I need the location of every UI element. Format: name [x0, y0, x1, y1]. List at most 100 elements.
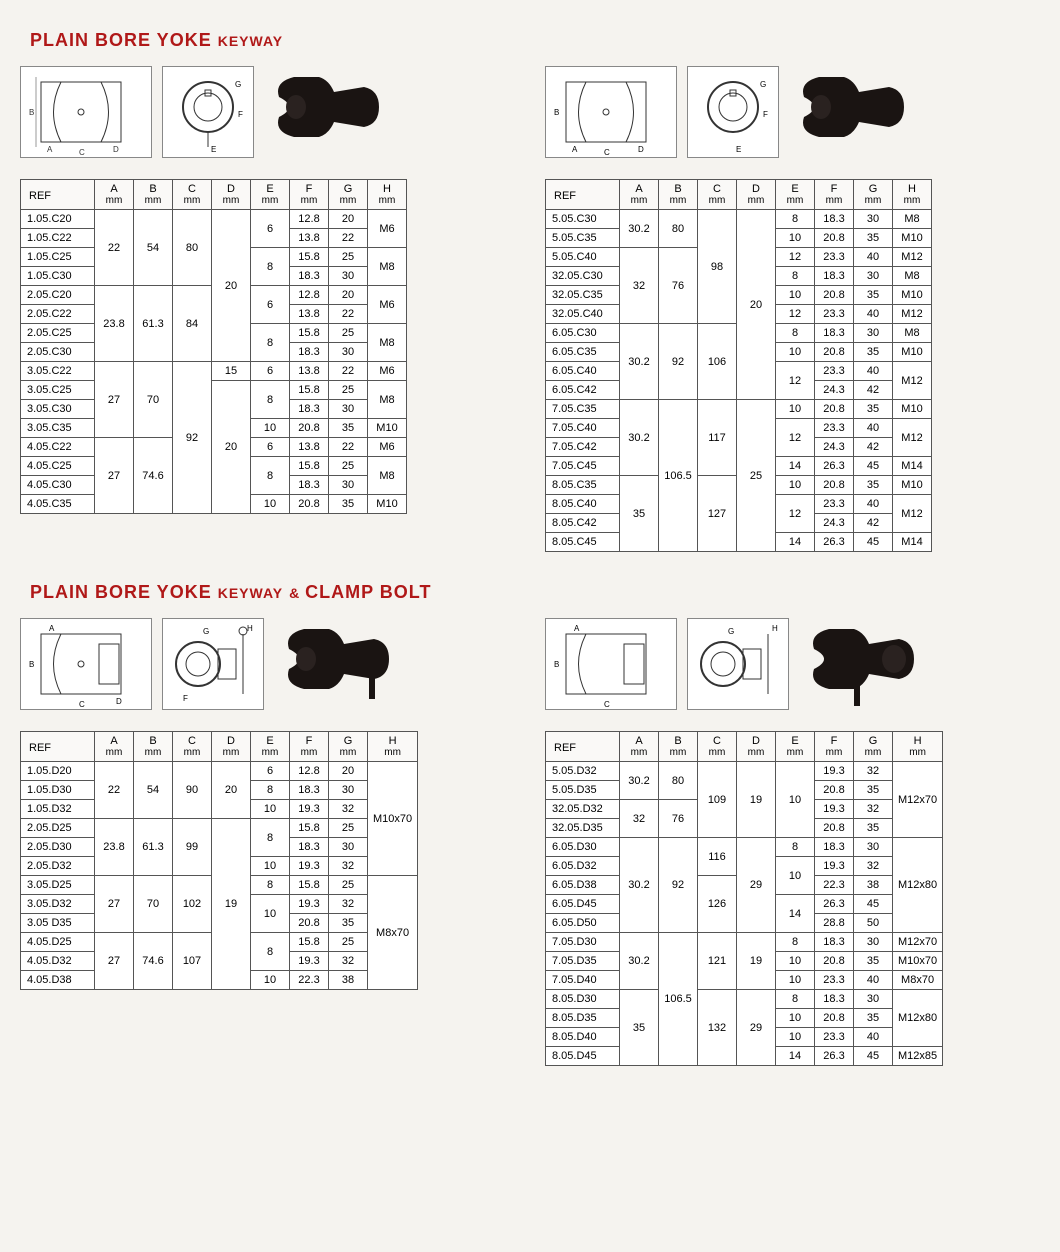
yoke-side-diagram: B A C D	[20, 66, 152, 158]
cell: 8	[251, 381, 290, 419]
cell: M14	[893, 457, 932, 476]
cell: M12x70	[893, 762, 943, 838]
svg-text:D: D	[113, 145, 119, 154]
cell: M10	[368, 495, 407, 514]
cell: 40	[854, 248, 893, 267]
ref-cell: 8.05.C42	[546, 514, 620, 533]
yoke-end-diagram: G F E	[687, 66, 779, 158]
cell: 27	[95, 876, 134, 933]
ref-cell: 1.05.D20	[21, 762, 95, 781]
svg-text:D: D	[116, 697, 122, 706]
cell: 116	[698, 838, 737, 876]
cell: 15.8	[290, 381, 329, 400]
cell: 25	[329, 876, 368, 895]
cell: 12.8	[290, 762, 329, 781]
ref-cell: 4.05.D25	[21, 933, 95, 952]
cell: 42	[854, 381, 893, 400]
cell: 13.8	[290, 438, 329, 457]
cell: 13.8	[290, 305, 329, 324]
cell: 29	[737, 838, 776, 933]
cell: 12	[776, 495, 815, 533]
cell: M8	[368, 324, 407, 362]
cell: 8	[251, 457, 290, 495]
cell: 24.3	[815, 438, 854, 457]
cell: 126	[698, 876, 737, 933]
cell: 25	[329, 457, 368, 476]
cell: 18.3	[290, 781, 329, 800]
ref-cell: 2.05.C25	[21, 324, 95, 343]
ref-cell: 3.05.C30	[21, 400, 95, 419]
cell: 18.3	[815, 990, 854, 1009]
cell: 6	[251, 362, 290, 381]
ref-cell: 4.05.C35	[21, 495, 95, 514]
cell: 80	[659, 762, 698, 800]
cell: 35	[854, 952, 893, 971]
ref-cell: 1.05.C25	[21, 248, 95, 267]
cell: 30	[329, 781, 368, 800]
cell: 117	[698, 400, 737, 476]
cell: 35	[854, 229, 893, 248]
svg-text:C: C	[79, 148, 85, 157]
cell: M8	[368, 248, 407, 286]
cell: 27	[95, 362, 134, 438]
cell: M12x85	[893, 1047, 943, 1066]
ref-cell: 4.05.C30	[21, 476, 95, 495]
ref-cell: 8.05.D45	[546, 1047, 620, 1066]
svg-text:B: B	[554, 660, 559, 669]
cell: 24.3	[815, 381, 854, 400]
cell: 23.3	[815, 362, 854, 381]
cell: M12	[893, 305, 932, 324]
cell: 24.3	[815, 514, 854, 533]
cell: 20.8	[815, 952, 854, 971]
ref-cell: 2.05.D25	[21, 819, 95, 838]
cell: 19.3	[290, 857, 329, 876]
cell: 109	[698, 762, 737, 838]
ref-cell: 32.05.C30	[546, 267, 620, 286]
cell: M8x70	[368, 876, 418, 990]
yoke-side-diagram: B A C	[545, 618, 677, 710]
cell: 19.3	[815, 800, 854, 819]
cell: 40	[854, 1028, 893, 1047]
cell: 30	[329, 400, 368, 419]
cell: 18.3	[290, 400, 329, 419]
cell: 38	[854, 876, 893, 895]
cell: 18.3	[815, 933, 854, 952]
cell: 23.8	[95, 819, 134, 876]
cell: 13.8	[290, 362, 329, 381]
cell: 84	[173, 286, 212, 362]
ref-cell: 2.05.D30	[21, 838, 95, 857]
cell: 8	[776, 324, 815, 343]
ref-cell: 3.05 D35	[21, 914, 95, 933]
cell: 22	[329, 229, 368, 248]
cell: 74.6	[134, 438, 173, 514]
cell: 20.8	[815, 476, 854, 495]
ref-cell: 6.05.C30	[546, 324, 620, 343]
cell: M14	[893, 533, 932, 552]
ref-cell: 3.05.C25	[21, 381, 95, 400]
cell: 8	[251, 324, 290, 362]
yoke-clamp-photo-icon	[799, 614, 919, 714]
cell: 99	[173, 819, 212, 876]
yoke-photo-icon	[789, 62, 909, 162]
cell: 102	[173, 876, 212, 933]
ref-cell: 8.05.D35	[546, 1009, 620, 1028]
cell: 35	[854, 343, 893, 362]
cell: 20	[329, 762, 368, 781]
cell: 30	[329, 476, 368, 495]
cell: 10	[251, 800, 290, 819]
cell: 10	[251, 495, 290, 514]
ref-cell: 8.05.C45	[546, 533, 620, 552]
cell: 15.8	[290, 324, 329, 343]
cell: 6	[251, 762, 290, 781]
cell: 27	[95, 933, 134, 990]
svg-text:E: E	[211, 145, 216, 154]
cell: 92	[659, 324, 698, 400]
cell: 74.6	[134, 933, 173, 990]
cell: 12.8	[290, 286, 329, 305]
cell: 10	[251, 419, 290, 438]
cell: 25	[329, 381, 368, 400]
ref-cell: 1.05.C30	[21, 267, 95, 286]
ref-cell: 3.05.D32	[21, 895, 95, 914]
svg-text:D: D	[638, 145, 644, 154]
ref-cell: 5.05.C35	[546, 229, 620, 248]
